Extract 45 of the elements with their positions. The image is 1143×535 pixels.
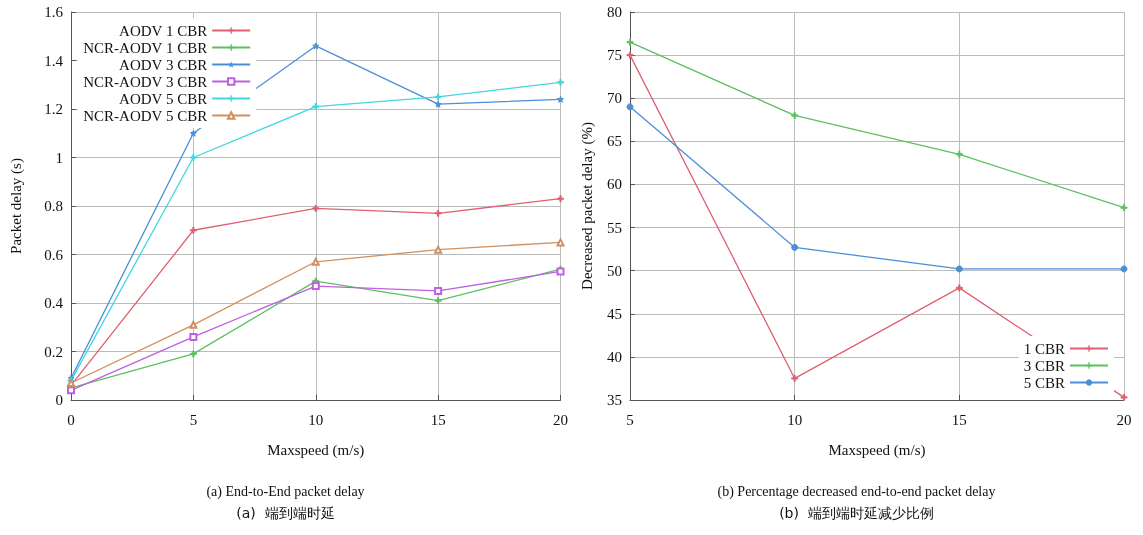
y-tick-label: 0.6	[44, 246, 64, 263]
y-tick-label: 0	[55, 392, 63, 408]
legend-label: AODV 3 CBR	[119, 56, 208, 73]
y-tick-label: 1.6	[44, 4, 64, 20]
x-axis-title: Maxspeed (m/s)	[828, 441, 926, 459]
x-tick-label: 20	[1116, 411, 1132, 428]
y-tick-label: 0.4	[44, 295, 64, 311]
y-axis-title: Packet delay (s)	[7, 158, 25, 254]
y-tick-label: 70	[607, 90, 622, 107]
legend-label: NCR-AODV 1 CBR	[83, 39, 208, 56]
x-tick-label: 15	[430, 411, 446, 428]
x-tick-label: 5	[626, 411, 634, 428]
y-tick-label: 1.2	[44, 101, 63, 117]
text: (a) End-to-End packet delay	[206, 483, 365, 500]
x-tick-label: 10	[787, 411, 803, 428]
legend-label: AODV 1 CBR	[119, 22, 208, 39]
text: (b) 端到端时延减少比例	[779, 505, 934, 521]
legend-label: AODV 5 CBR	[119, 90, 208, 107]
text: (b) Percentage decreased end-to-end packet delay	[717, 483, 996, 500]
y-tick-label: 1	[55, 149, 63, 166]
legend-label: NCR-AODV 3 CBR	[83, 73, 208, 90]
y-tick-label: 65	[607, 133, 622, 150]
x-tick-label: 20	[553, 411, 568, 428]
y-tick-label: 1.4	[44, 52, 64, 69]
text: (a) 端到端时延	[236, 505, 335, 521]
y-tick-label: 60	[607, 176, 622, 193]
x-tick-label: 5	[189, 411, 198, 428]
y-tick-label: 0.2	[44, 343, 63, 360]
y-tick-label: 55	[607, 219, 622, 236]
y-axis-title: Decreased packet delay (%)	[578, 122, 596, 290]
y-tick-label: 75	[607, 47, 622, 64]
y-tick-label: 0.8	[44, 198, 63, 214]
legend-label: 3 CBR	[1023, 357, 1065, 374]
x-tick-label: 0	[67, 411, 75, 428]
y-tick-label: 80	[607, 4, 622, 20]
legend-label: 5 CBR	[1023, 374, 1065, 391]
legend-label: 1 CBR	[1023, 340, 1065, 357]
y-tick-label: 50	[607, 262, 622, 279]
y-tick-label: 35	[607, 392, 622, 408]
y-tick-label: 40	[607, 348, 622, 365]
legend-label: NCR-AODV 5 CBR	[83, 107, 208, 124]
y-tick-label: 45	[607, 305, 622, 322]
x-tick-label: 10	[308, 411, 324, 428]
x-axis-title: Maxspeed (m/s)	[267, 441, 365, 459]
x-tick-label: 15	[951, 411, 967, 428]
